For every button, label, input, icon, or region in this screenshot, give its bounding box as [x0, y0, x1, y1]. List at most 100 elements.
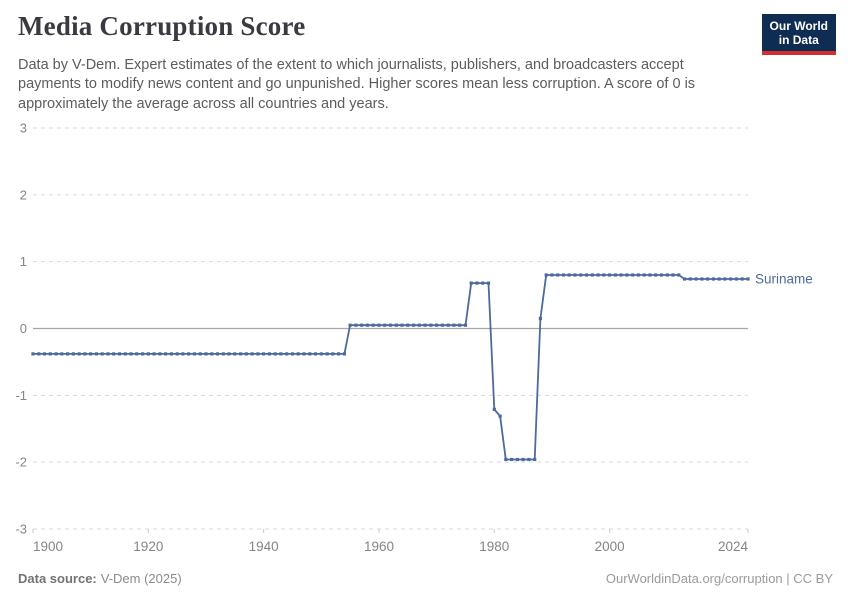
data-point	[492, 407, 496, 411]
data-point	[584, 273, 589, 277]
data-point	[746, 277, 750, 281]
data-point	[181, 352, 185, 356]
data-point	[215, 352, 220, 356]
data-point	[458, 323, 462, 327]
data-point	[302, 352, 306, 356]
data-point	[446, 323, 450, 327]
data-point	[665, 273, 669, 277]
data-point	[521, 457, 525, 462]
data-point	[256, 352, 260, 356]
data-point	[94, 352, 98, 356]
data-source-value: V-Dem (2025)	[100, 571, 182, 586]
data-point	[734, 277, 739, 281]
chart-title: Media Corruption Score	[18, 11, 306, 41]
data-point	[71, 352, 75, 356]
data-point	[671, 273, 675, 277]
data-point	[544, 273, 548, 277]
data-point	[42, 352, 47, 356]
data-point	[706, 277, 710, 281]
data-point	[83, 352, 87, 356]
data-point	[129, 352, 133, 356]
data-point	[538, 316, 542, 321]
data-point	[619, 273, 623, 277]
data-point	[100, 352, 104, 356]
owid-logo[interactable]: Our World in Data	[761, 14, 836, 56]
data-source-label: Data source:	[18, 571, 97, 586]
y-axis-tick-label: 0	[20, 321, 27, 336]
data-point	[377, 323, 381, 327]
data-point	[117, 352, 122, 356]
data-point	[533, 457, 537, 462]
data-point	[233, 352, 237, 356]
data-point	[141, 352, 145, 356]
y-axis-tick-label: -3	[15, 522, 27, 537]
data-point	[262, 352, 266, 356]
data-point	[677, 273, 681, 277]
data-point	[239, 352, 243, 356]
data-point	[337, 352, 341, 356]
data-point	[469, 281, 473, 285]
data-point	[659, 273, 664, 277]
data-point	[279, 352, 283, 356]
data-point	[550, 273, 554, 277]
x-axis-tick-label: 2000	[595, 539, 625, 554]
data-point	[631, 273, 635, 277]
series-end-label: Suriname	[755, 272, 813, 287]
data-point	[371, 323, 375, 327]
y-axis-tick-label: 2	[20, 187, 27, 202]
owid-logo-line1: Our World	[769, 19, 828, 33]
data-point	[388, 323, 393, 327]
chart-footer: Data source: V-Dem (2025) OurWorldinData.…	[18, 571, 833, 586]
data-point	[342, 352, 346, 356]
data-point	[383, 323, 387, 327]
data-point	[296, 352, 300, 356]
data-point	[135, 352, 139, 356]
data-point	[48, 352, 52, 356]
data-point	[654, 273, 658, 277]
data-point	[740, 277, 744, 281]
data-point	[423, 323, 427, 327]
data-point	[244, 352, 248, 356]
data-point	[77, 352, 81, 356]
data-point	[54, 352, 58, 356]
data-point	[158, 352, 162, 356]
data-point	[590, 273, 594, 277]
data-point	[187, 352, 191, 356]
data-point	[123, 352, 127, 356]
data-point	[504, 457, 508, 462]
data-point	[290, 352, 295, 356]
data-point	[331, 352, 335, 356]
data-point	[394, 323, 398, 327]
x-axis-tick-label: 1920	[133, 539, 163, 554]
data-point	[285, 352, 289, 356]
data-point	[515, 457, 519, 462]
data-point	[648, 273, 652, 277]
data-point	[510, 457, 514, 462]
data-point	[146, 352, 150, 356]
data-point	[325, 352, 329, 356]
series-line	[33, 274, 748, 461]
attribution-link[interactable]: OurWorldinData.org/corruption | CC BY	[605, 571, 833, 586]
x-axis-tick-label: 1900	[33, 539, 63, 554]
data-point	[273, 352, 277, 356]
data-point	[406, 323, 410, 327]
data-point	[112, 352, 116, 356]
data-point	[602, 273, 606, 277]
data-point	[567, 273, 571, 277]
x-axis-tick-label: 1980	[479, 539, 509, 554]
data-point	[498, 414, 502, 418]
data-point	[192, 352, 197, 356]
series-suriname[interactable]	[31, 273, 750, 462]
data-point	[164, 352, 168, 356]
data-point	[608, 273, 612, 277]
y-axis-tick-label: -1	[15, 388, 27, 403]
data-point	[313, 352, 318, 356]
x-axis-tick-label: 2024	[718, 539, 749, 554]
data-point	[440, 323, 444, 327]
data-point	[319, 352, 323, 356]
data-source: Data source: V-Dem (2025)	[18, 571, 182, 586]
data-point	[579, 273, 583, 277]
data-point	[400, 323, 404, 327]
